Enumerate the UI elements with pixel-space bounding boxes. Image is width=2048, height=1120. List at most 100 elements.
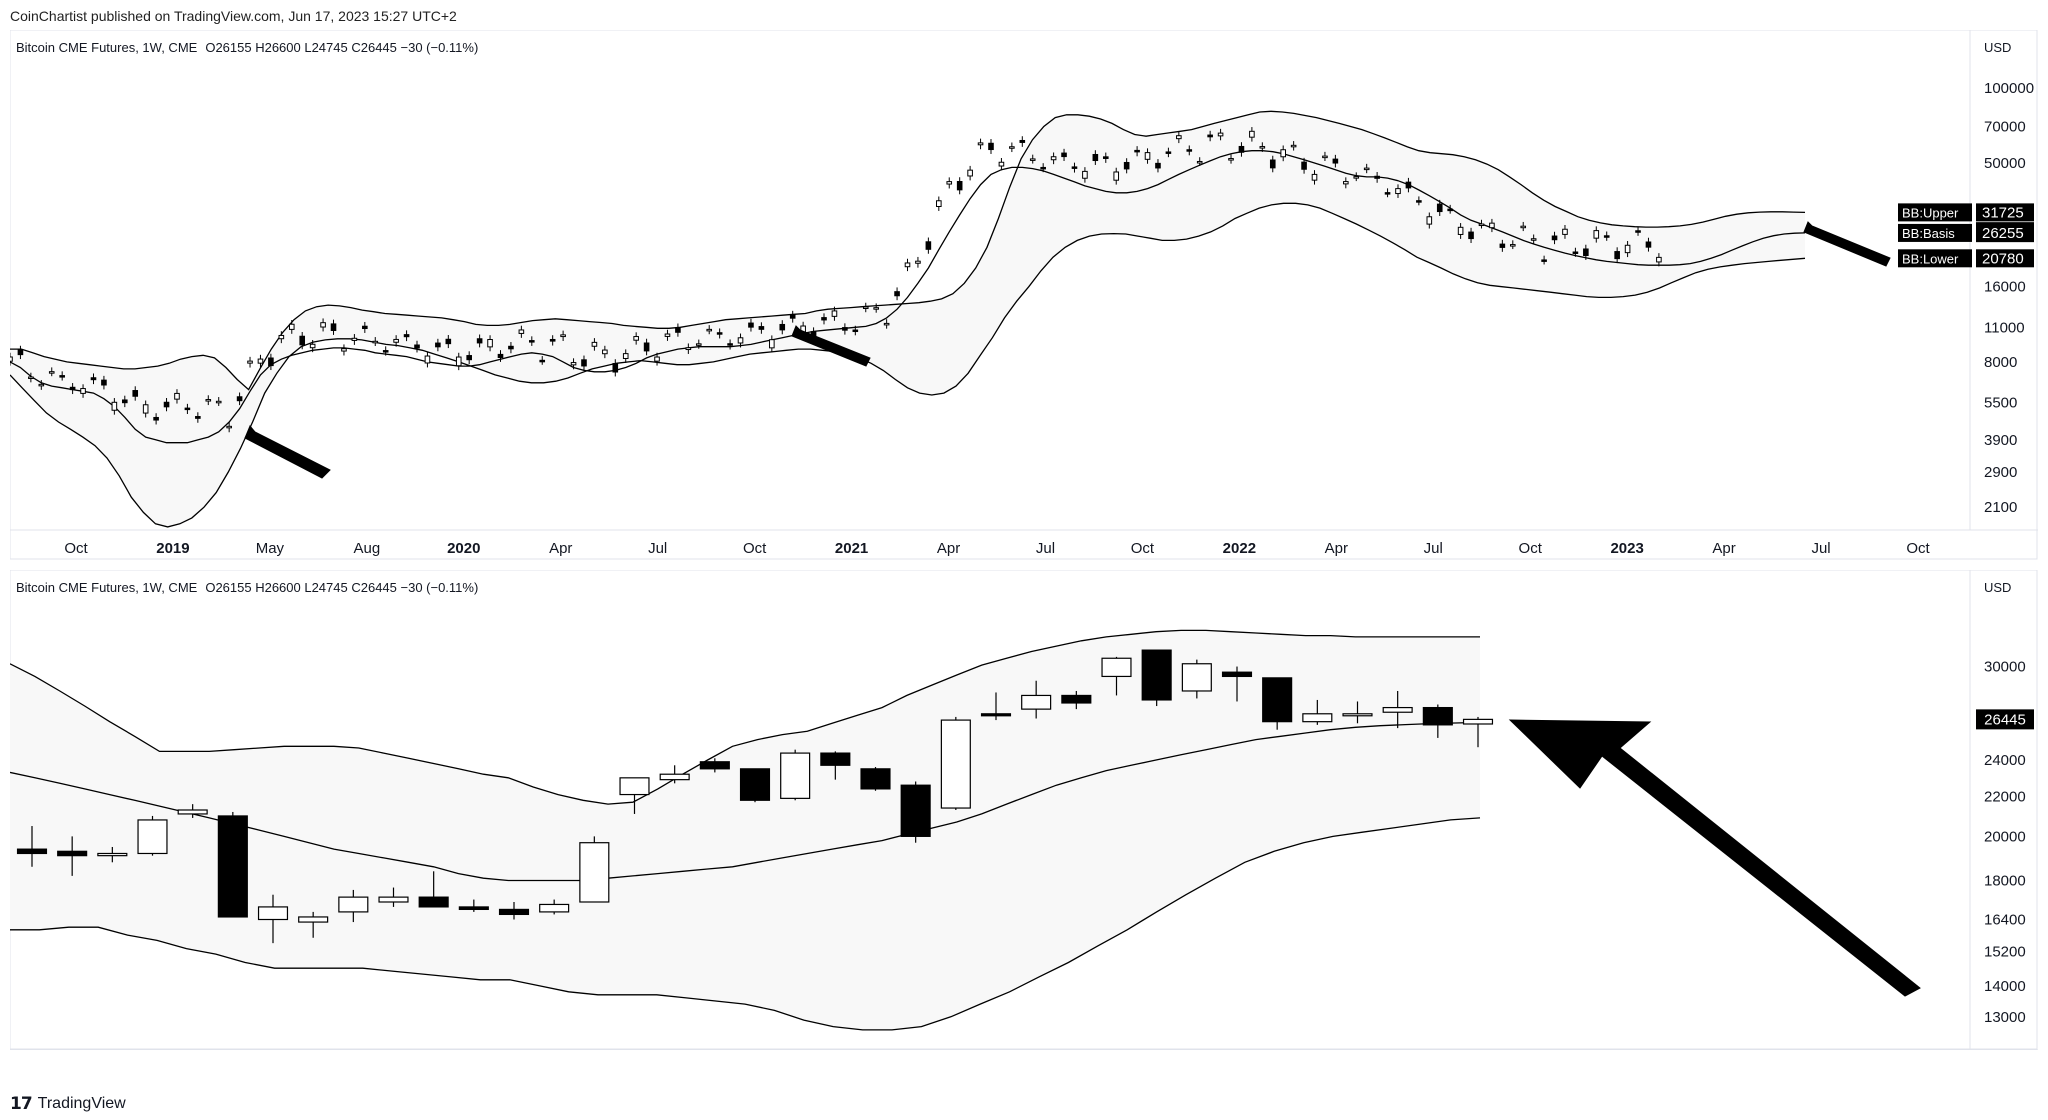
candle[interactable]	[820, 751, 851, 780]
candle[interactable]	[1436, 199, 1443, 216]
candle[interactable]	[1311, 170, 1318, 185]
candle[interactable]	[1249, 127, 1255, 142]
candle[interactable]	[268, 353, 274, 371]
candle[interactable]	[769, 335, 775, 353]
candle[interactable]	[1656, 253, 1662, 267]
candle[interactable]	[351, 334, 358, 345]
candle[interactable]	[215, 397, 222, 406]
candle[interactable]	[1635, 226, 1641, 236]
candle[interactable]	[1302, 699, 1333, 725]
candle[interactable]	[177, 804, 208, 818]
candle[interactable]	[780, 749, 811, 801]
candle[interactable]	[1134, 146, 1140, 157]
candle[interactable]	[38, 380, 45, 390]
candle[interactable]	[418, 871, 449, 908]
candle[interactable]	[1499, 239, 1506, 252]
candle[interactable]	[1624, 241, 1631, 258]
candle[interactable]	[1645, 237, 1652, 252]
candle[interactable]	[1196, 157, 1203, 166]
candle[interactable]	[940, 716, 971, 810]
candle[interactable]	[1343, 177, 1349, 189]
candle[interactable]	[925, 237, 932, 254]
candle[interactable]	[1332, 154, 1339, 168]
chart-1-svg[interactable]: Bitcoin CME Futures, 1W, CME O26155 H2660…	[10, 30, 2038, 560]
candle[interactable]	[1468, 227, 1474, 243]
candle[interactable]	[539, 356, 546, 365]
candle[interactable]	[195, 412, 201, 423]
candle[interactable]	[1050, 152, 1057, 165]
candle[interactable]	[1322, 151, 1328, 161]
candle[interactable]	[622, 349, 629, 363]
chart-pane-weekly-zoom[interactable]: Bitcoin CME Futures, 1W, CME O26155 H2660…	[10, 570, 2038, 1050]
candle[interactable]	[247, 356, 253, 368]
candle[interactable]	[1593, 226, 1600, 243]
candle[interactable]	[1061, 690, 1092, 710]
candle[interactable]	[1009, 142, 1015, 153]
candle[interactable]	[852, 325, 859, 336]
candle[interactable]	[1019, 136, 1026, 147]
candle[interactable]	[1614, 247, 1620, 264]
candle[interactable]	[174, 389, 180, 404]
candle[interactable]	[936, 196, 942, 211]
candle[interactable]	[57, 836, 88, 876]
candle[interactable]	[1165, 147, 1172, 158]
candle[interactable]	[508, 342, 514, 354]
candle[interactable]	[1221, 666, 1253, 702]
candle[interactable]	[59, 371, 65, 381]
candle[interactable]	[362, 321, 368, 333]
candle[interactable]	[1061, 148, 1067, 162]
candle[interactable]	[1405, 177, 1412, 193]
candle[interactable]	[236, 392, 243, 406]
candle[interactable]	[445, 335, 452, 349]
candle[interactable]	[1040, 163, 1046, 173]
candle[interactable]	[309, 340, 316, 353]
footer-brand[interactable]: TradingView	[37, 1095, 126, 1112]
candle[interactable]	[727, 339, 733, 350]
candle[interactable]	[1029, 154, 1036, 164]
candle[interactable]	[298, 911, 329, 938]
candle[interactable]	[10, 352, 13, 366]
candle[interactable]	[17, 345, 24, 360]
candle[interactable]	[1342, 701, 1373, 724]
candle[interactable]	[1176, 131, 1182, 144]
candle[interactable]	[612, 359, 619, 377]
candle[interactable]	[1155, 159, 1161, 173]
candle[interactable]	[1301, 157, 1307, 174]
candle[interactable]	[789, 310, 796, 323]
candle[interactable]	[28, 372, 34, 383]
candle[interactable]	[570, 358, 577, 370]
candle[interactable]	[1101, 656, 1132, 696]
candle[interactable]	[1207, 130, 1213, 142]
candle[interactable]	[1186, 145, 1193, 156]
candle[interactable]	[226, 422, 232, 433]
candle[interactable]	[1416, 196, 1422, 206]
candle[interactable]	[458, 899, 489, 912]
candle[interactable]	[1363, 163, 1370, 174]
candle[interactable]	[1384, 188, 1391, 198]
candle[interactable]	[1269, 155, 1276, 173]
candle[interactable]	[455, 352, 462, 371]
candle[interactable]	[579, 836, 610, 903]
candle[interactable]	[341, 344, 347, 356]
candle[interactable]	[1262, 677, 1293, 730]
chart-2-svg[interactable]: Bitcoin CME Futures, 1W, CME O26155 H2660…	[10, 570, 2038, 1050]
candle[interactable]	[894, 287, 900, 301]
candle[interactable]	[466, 351, 472, 365]
candle[interactable]	[1426, 212, 1433, 229]
candle[interactable]	[1092, 150, 1099, 165]
candle[interactable]	[695, 339, 702, 349]
candle[interactable]	[619, 777, 650, 814]
candle[interactable]	[435, 338, 441, 352]
candle[interactable]	[184, 403, 191, 415]
candle[interactable]	[1541, 255, 1547, 265]
candle[interactable]	[1478, 219, 1485, 229]
candle[interactable]	[602, 345, 608, 359]
candle[interactable]	[288, 319, 295, 334]
candle[interactable]	[1290, 141, 1297, 151]
candle[interactable]	[758, 322, 765, 334]
candle[interactable]	[591, 338, 598, 351]
candle[interactable]	[111, 398, 118, 415]
candle[interactable]	[1353, 172, 1360, 182]
candle[interactable]	[378, 887, 409, 907]
candle[interactable]	[643, 338, 650, 356]
